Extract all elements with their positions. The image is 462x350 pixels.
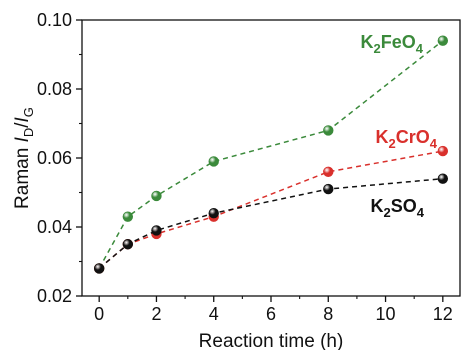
series-line [98,40,444,269]
x-tick-label: 4 [209,304,219,324]
data-point [122,239,134,250]
axis-ticks: 0 2 4 6 8 10 12 0.02 0.04 0.06 0.08 0.10 [37,10,453,324]
series-label-K2CrO4: K2CrO4 [376,127,438,151]
data-point [208,156,219,167]
series-label-K2SO4: K2SO4 [371,196,425,220]
data-point [323,166,334,178]
x-tick-label: 8 [323,304,333,324]
y-axis-label: Raman ID/IG [12,107,36,209]
data-point [208,207,219,219]
data-point [323,183,334,195]
y-tick-label: 0.02 [37,286,72,306]
series-line [98,177,443,269]
y-tick-label: 0.04 [37,217,72,237]
data-point [437,35,449,46]
data-point [323,125,334,136]
x-tick-label: 2 [151,304,161,324]
x-tick-label: 12 [433,304,453,324]
data-point [437,145,449,157]
series-layer [93,35,449,274]
data-point [437,173,449,184]
series-K2SO4 [93,173,449,274]
y-tick-label: 0.10 [37,10,72,30]
series-labels: K2FeO4 K2CrO4 K2SO4 [361,32,438,220]
data-point [151,225,162,236]
series-label-K2FeO4: K2FeO4 [361,32,424,56]
x-axis-label: Reaction time (h) [199,331,344,350]
data-point [151,190,162,202]
y-tick-label: 0.06 [37,148,72,168]
data-point [93,263,105,274]
x-tick-label: 0 [94,304,104,324]
y-tick-label: 0.08 [37,79,72,99]
x-tick-label: 6 [266,304,276,324]
x-tick-label: 10 [376,304,396,324]
data-point [122,211,134,222]
